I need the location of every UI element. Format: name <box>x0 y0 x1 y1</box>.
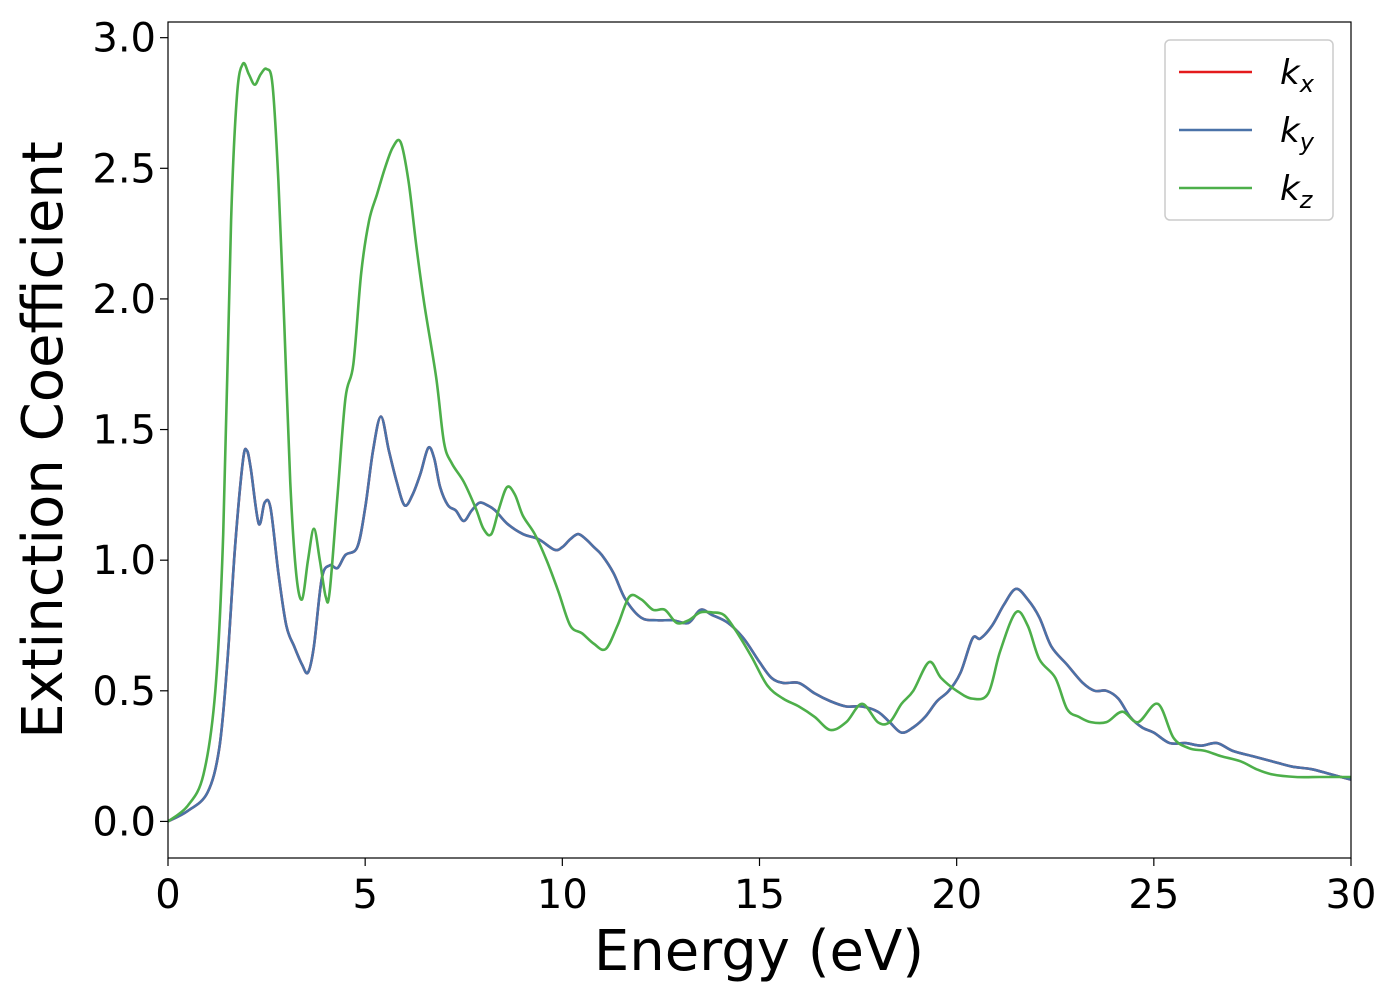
series-line-ky <box>168 415 1351 823</box>
y-tick-label: 1.0 <box>92 538 156 584</box>
y-tick-label: 1.5 <box>92 408 156 454</box>
y-tick-label: 0.5 <box>92 669 156 715</box>
x-tick-label: 15 <box>734 872 785 918</box>
x-tick-label: 5 <box>352 872 377 918</box>
x-tick-label: 20 <box>931 872 982 918</box>
x-tick-label: 25 <box>1128 872 1179 918</box>
y-tick-label: 0.0 <box>92 799 156 845</box>
y-axis-label: Extinction Coefficient <box>11 141 76 739</box>
y-tick-label: 2.0 <box>92 277 156 323</box>
y-tick-label: 3.0 <box>92 16 156 62</box>
series-layer <box>168 61 1351 823</box>
y-axis-ticks: 0.0 0.5 1.0 1.5 2.0 2.5 3.0 <box>92 16 168 845</box>
x-axis-label: Energy (eV) <box>594 919 924 984</box>
y-tick-label: 2.5 <box>92 146 156 192</box>
legend: kx ky kz <box>1164 39 1334 221</box>
legend-label-ky: ky <box>1280 111 1315 156</box>
x-tick-label: 0 <box>155 872 180 918</box>
x-tick-label: 10 <box>537 872 588 918</box>
x-tick-label: 30 <box>1326 872 1377 918</box>
legend-label-kx: kx <box>1280 53 1315 98</box>
series-line-kz <box>168 61 1351 823</box>
legend-label-kz: kz <box>1280 169 1314 214</box>
x-axis-ticks: 0 5 10 15 20 25 30 <box>155 858 1376 918</box>
